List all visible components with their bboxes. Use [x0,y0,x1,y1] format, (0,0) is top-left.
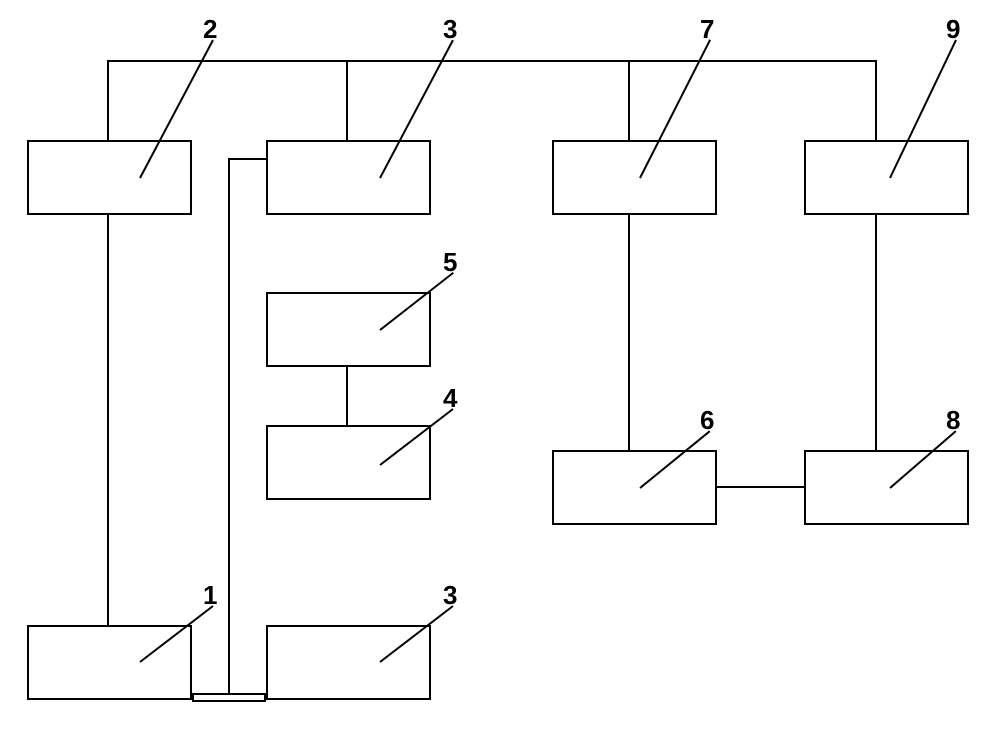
connector-8 [875,215,877,450]
label-L5: 5 [443,247,457,278]
box-b3top [266,140,431,215]
label-L8: 8 [946,405,960,436]
label-L4: 4 [443,383,457,414]
label-L2: 2 [203,14,217,45]
box-b9 [804,140,969,215]
connector-5 [107,215,109,625]
label-L6: 6 [700,405,714,436]
label-L3b: 3 [443,580,457,611]
box-b4 [266,425,431,500]
connector-15 [192,700,266,702]
connector-1 [107,60,109,140]
connector-2 [346,60,348,140]
connector-12 [228,158,266,160]
connector-6 [346,367,348,425]
box-b5 [266,292,431,367]
diagram-stage: 2 3 7 9 5 4 6 8 1 3 [0,0,1000,753]
box-b8 [804,450,969,525]
label-L3: 3 [443,14,457,45]
connector-9 [717,486,804,488]
box-b1 [27,625,192,700]
connector-7 [628,215,630,450]
label-L1: 1 [203,580,217,611]
box-b6 [552,450,717,525]
connector-4 [875,60,877,140]
label-L7: 7 [700,14,714,45]
box-b7 [552,140,717,215]
box-b3bot [266,625,431,700]
label-L9: 9 [946,14,960,45]
connector-11 [228,158,230,695]
box-b2 [27,140,192,215]
connector-3 [628,60,630,140]
connector-0 [107,60,877,62]
